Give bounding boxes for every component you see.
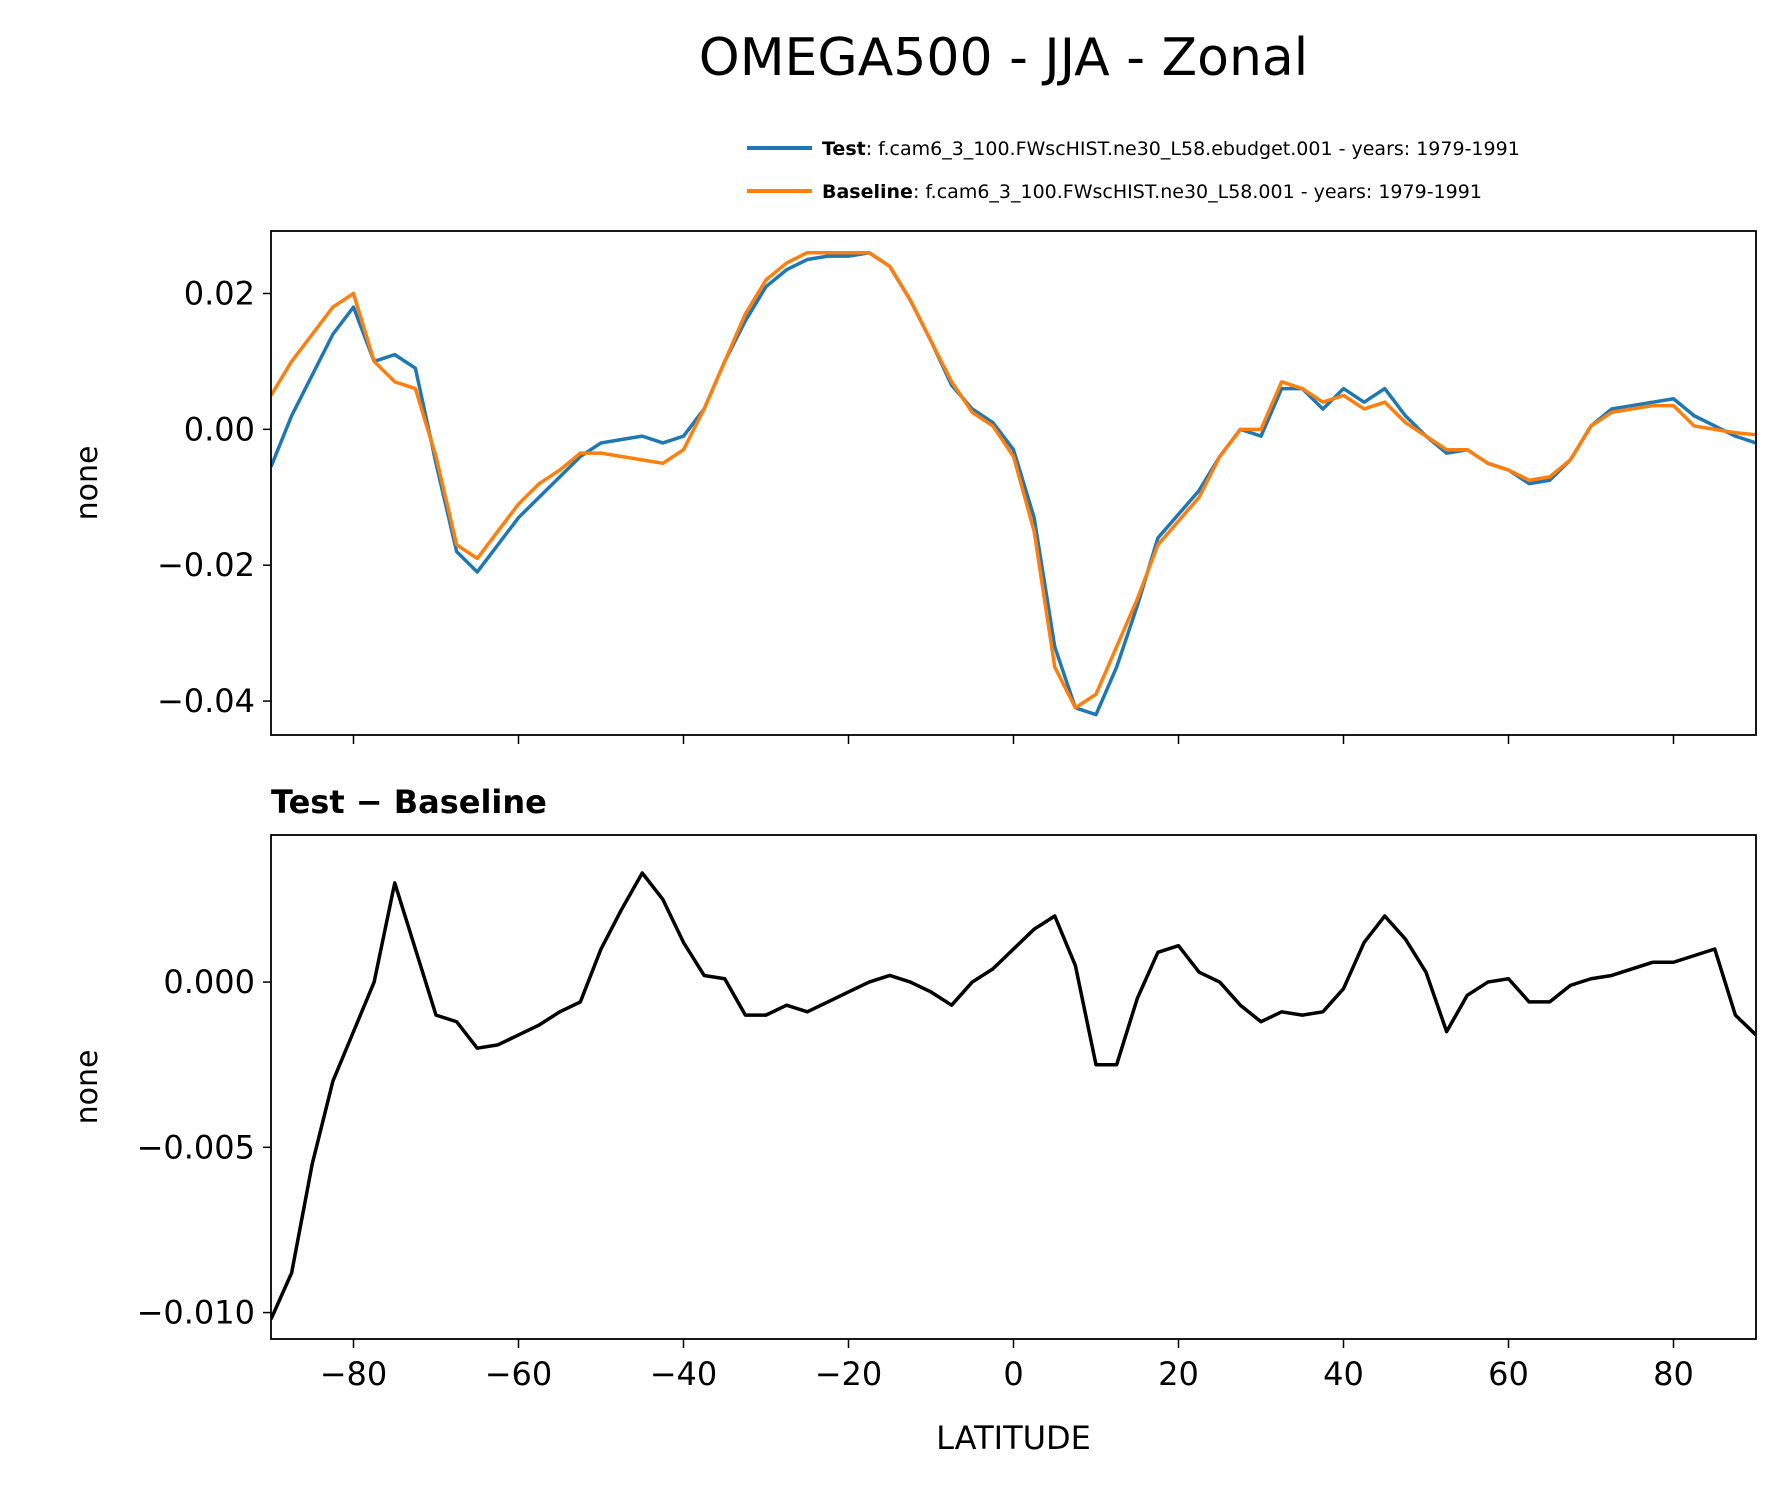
x-tick-label: 80 — [1653, 1355, 1694, 1393]
legend-name: Test — [822, 138, 866, 160]
x-tick-label: −20 — [815, 1355, 883, 1393]
y-axis-label: none — [70, 1050, 105, 1125]
y-tick-label: 0.00 — [184, 410, 255, 448]
data-line — [271, 250, 1756, 717]
x-tick-label: 20 — [1158, 1355, 1199, 1393]
y-tick-label: −0.04 — [157, 682, 255, 720]
axes-frame — [270, 834, 1757, 1340]
y-tick-label: −0.02 — [157, 546, 255, 584]
y-axis-label: none — [70, 446, 105, 521]
x-tick-label: 40 — [1323, 1355, 1364, 1393]
data-line — [271, 871, 1756, 1320]
subplot-title: Test − Baseline — [271, 783, 547, 821]
x-tick-label: 0 — [1003, 1355, 1023, 1393]
y-tick-label: 0.000 — [163, 963, 255, 1001]
y-tick-label: −0.010 — [137, 1294, 255, 1332]
axes-frame — [270, 230, 1757, 736]
x-tick-label: 60 — [1488, 1355, 1529, 1393]
x-tick-label: −60 — [485, 1355, 553, 1393]
y-tick-label: 0.02 — [184, 274, 255, 312]
legend-label: : f.cam6_3_100.FWscHIST.ne30_L58.ebudget… — [866, 138, 1520, 160]
y-tick-label: −0.005 — [137, 1128, 255, 1166]
x-tick-label: −40 — [650, 1355, 718, 1393]
legend-name: Baseline — [822, 181, 913, 203]
x-tick-label: −80 — [320, 1355, 388, 1393]
legend-label: : f.cam6_3_100.FWscHIST.ne30_L58.001 - y… — [913, 181, 1482, 203]
x-axis-label: LATITUDE — [936, 1419, 1091, 1457]
legend-text: Test: f.cam6_3_100.FWscHIST.ne30_L58.ebu… — [822, 138, 1520, 160]
chart-title: OMEGA500 - JJA - Zonal — [699, 28, 1308, 88]
data-line — [271, 250, 1756, 710]
legend-text: Baseline: f.cam6_3_100.FWscHIST.ne30_L58… — [822, 181, 1482, 203]
